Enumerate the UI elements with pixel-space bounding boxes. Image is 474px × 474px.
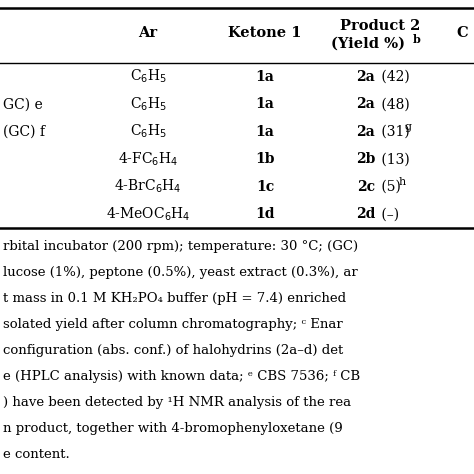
Text: 4-BrC$_6$H$_4$: 4-BrC$_6$H$_4$ [114, 178, 182, 195]
Text: C$_6$H$_5$: C$_6$H$_5$ [129, 96, 166, 113]
Text: solated yield after column chromatography; ᶜ Enar: solated yield after column chromatograph… [3, 318, 343, 331]
Text: n product, together with 4-bromophenyloxetane (9: n product, together with 4-bromophenylox… [3, 422, 343, 435]
Text: 4-MeOC$_6$H$_4$: 4-MeOC$_6$H$_4$ [106, 206, 190, 223]
Text: e (HPLC analysis) with known data; ᵉ CBS 7536; ᶠ CB: e (HPLC analysis) with known data; ᵉ CBS… [3, 370, 360, 383]
Text: (Yield %): (Yield %) [331, 36, 405, 51]
Text: ) have been detected by ¹H NMR analysis of the rea: ) have been detected by ¹H NMR analysis … [3, 396, 351, 409]
Text: 2c: 2c [357, 180, 375, 194]
Text: (–): (–) [377, 207, 399, 221]
Text: lucose (1%), peptone (0.5%), yeast extract (0.3%), ar: lucose (1%), peptone (0.5%), yeast extra… [3, 266, 358, 279]
Text: h: h [399, 177, 406, 187]
Text: 1a: 1a [255, 97, 274, 111]
Text: (5): (5) [377, 180, 401, 194]
Text: (13): (13) [377, 152, 410, 166]
Text: C$_6$H$_5$: C$_6$H$_5$ [129, 123, 166, 140]
Text: 2a: 2a [356, 125, 375, 139]
Text: Product 2: Product 2 [340, 18, 420, 33]
Text: rbital incubator (200 rpm); temperature: 30 °C; (GC): rbital incubator (200 rpm); temperature:… [3, 240, 358, 253]
Text: C$_6$H$_5$: C$_6$H$_5$ [129, 68, 166, 85]
Text: Ar: Ar [138, 26, 157, 39]
Text: configuration (abs. conf.) of halohydrins (2a–d) det: configuration (abs. conf.) of halohydrin… [3, 344, 343, 357]
Text: (48): (48) [377, 97, 410, 111]
Text: 2a: 2a [356, 97, 375, 111]
Text: 2d: 2d [356, 207, 375, 221]
Text: C: C [456, 26, 468, 39]
Text: (42): (42) [377, 70, 410, 84]
Text: (GC) f: (GC) f [3, 125, 45, 139]
Text: 4-FC$_6$H$_4$: 4-FC$_6$H$_4$ [118, 151, 178, 168]
Text: b: b [413, 34, 421, 45]
Text: 1d: 1d [255, 207, 275, 221]
Text: g: g [404, 122, 411, 132]
Text: (31): (31) [377, 125, 410, 139]
Text: 2a: 2a [356, 70, 375, 84]
Text: 2b: 2b [356, 152, 375, 166]
Text: GC) e: GC) e [3, 97, 43, 111]
Text: t mass in 0.1 M KH₂PO₄ buffer (pH = 7.4) enriched: t mass in 0.1 M KH₂PO₄ buffer (pH = 7.4)… [3, 292, 346, 305]
Text: 1a: 1a [255, 70, 274, 84]
Text: e content.: e content. [3, 448, 70, 461]
Text: 1b: 1b [255, 152, 275, 166]
Text: 1c: 1c [256, 180, 274, 194]
Text: 1a: 1a [255, 125, 274, 139]
Text: Ketone 1: Ketone 1 [228, 26, 302, 39]
